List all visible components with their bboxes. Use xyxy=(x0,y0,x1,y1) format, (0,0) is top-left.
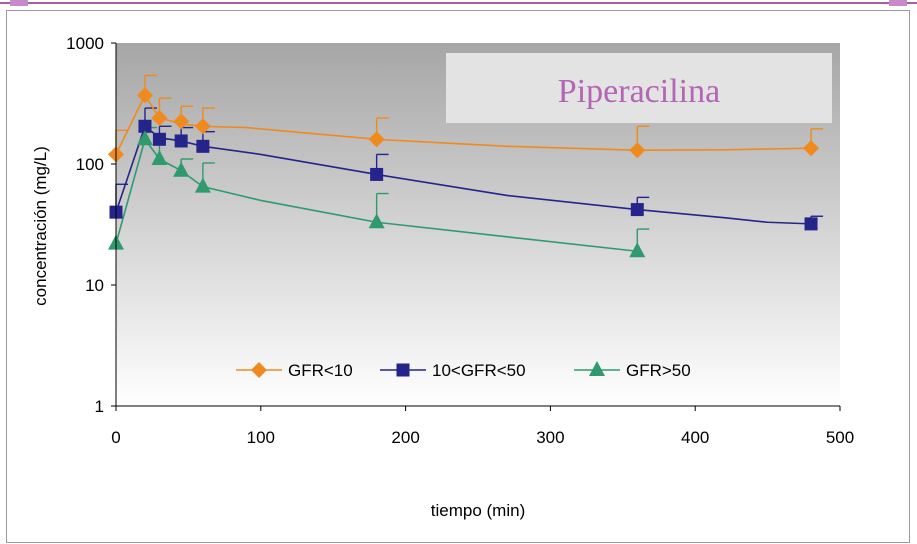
data-point xyxy=(629,142,646,159)
data-point xyxy=(196,139,210,153)
x-tick-label: 0 xyxy=(111,428,120,447)
data-point xyxy=(630,203,644,217)
data-point xyxy=(174,134,188,148)
y-ticks: 1 10 100 1000 xyxy=(66,34,116,416)
data-point xyxy=(368,131,385,148)
legend-marker xyxy=(396,363,410,377)
title-box xyxy=(446,53,832,123)
legend: GFR<10 10<GFR<50 GFR>50 xyxy=(236,361,691,380)
legend-label: GFR>50 xyxy=(626,361,691,380)
data-point xyxy=(194,177,211,193)
data-point xyxy=(136,130,153,146)
x-tick-label: 500 xyxy=(826,428,854,447)
legend-label: 10<GFR<50 xyxy=(432,361,526,380)
data-point xyxy=(370,167,384,181)
data-point xyxy=(804,217,818,231)
y-tick-label: 10 xyxy=(85,276,104,295)
data-point xyxy=(368,213,385,229)
data-point xyxy=(173,161,190,177)
data-point xyxy=(803,140,820,157)
legend-marker xyxy=(251,362,267,378)
top-bar-decoration xyxy=(0,0,917,6)
data-point xyxy=(138,119,152,133)
x-axis-label: tiempo (min) xyxy=(431,501,525,520)
data-point xyxy=(194,118,211,135)
series-line-0 xyxy=(115,94,812,155)
data-point xyxy=(136,87,153,104)
x-tick-label: 400 xyxy=(681,428,709,447)
data-point xyxy=(151,149,168,165)
x-tick-label: 300 xyxy=(536,428,564,447)
x-tick-label: 100 xyxy=(247,428,275,447)
data-point xyxy=(629,242,646,258)
data-point xyxy=(173,113,190,130)
series-markers xyxy=(108,87,820,258)
top-bar xyxy=(0,0,917,10)
legend-marker xyxy=(589,361,605,376)
y-tick-label: 100 xyxy=(76,155,104,174)
y-tick-label: 1 xyxy=(95,397,104,416)
data-point xyxy=(152,132,166,146)
data-point xyxy=(151,109,168,126)
x-ticks: 0 100 200 300 400 500 xyxy=(111,406,854,447)
y-axis-label: concentración (mg/L) xyxy=(31,146,50,306)
x-tick-label: 200 xyxy=(391,428,419,447)
y-tick-label: 1000 xyxy=(66,34,104,53)
legend-label: GFR<10 xyxy=(288,361,353,380)
chart-title: Piperacilina xyxy=(558,73,720,110)
